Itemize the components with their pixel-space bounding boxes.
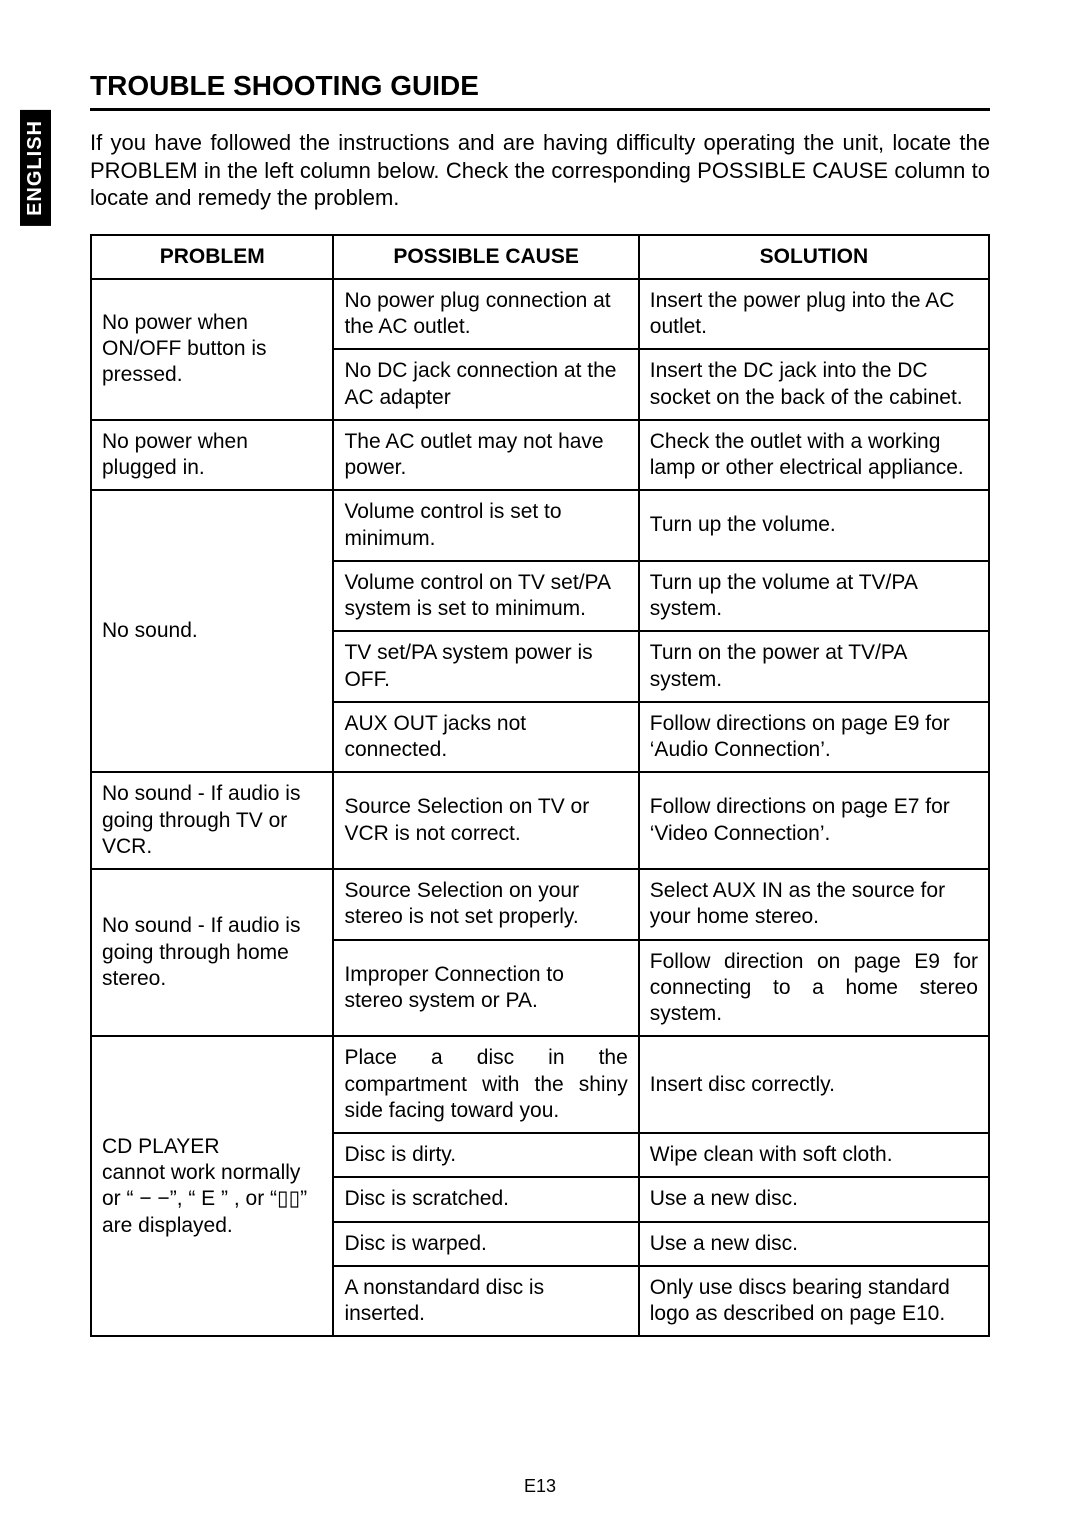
header-cause: POSSIBLE CAUSE	[333, 235, 638, 279]
cell-problem: No sound.	[91, 490, 333, 772]
cell-cause: Disc is dirty.	[333, 1133, 638, 1177]
cell-cause: Improper Connection to stereo system or …	[333, 940, 638, 1037]
cell-cause: Volume control is set to minimum.	[333, 490, 638, 561]
page: ENGLISH TROUBLE SHOOTING GUIDE If you ha…	[0, 0, 1080, 1532]
page-title: TROUBLE SHOOTING GUIDE	[90, 70, 990, 111]
header-solution: SOLUTION	[639, 235, 989, 279]
cell-cause: AUX OUT jacks not connected.	[333, 702, 638, 773]
cell-solution: Wipe clean with soft cloth.	[639, 1133, 989, 1177]
table-row: No sound - If audio is going through TV …	[91, 772, 989, 869]
cell-cause: Volume control on TV set/PA system is se…	[333, 561, 638, 632]
cell-solution: Insert the DC jack into the DC socket on…	[639, 349, 989, 420]
cell-problem: No sound - If audio is going through hom…	[91, 869, 333, 1036]
cell-problem: CD PLAYER cannot work normally or “ − −”…	[91, 1036, 333, 1336]
cell-solution: Use a new disc.	[639, 1177, 989, 1221]
troubleshooting-table: PROBLEM POSSIBLE CAUSE SOLUTION No power…	[90, 234, 990, 1338]
intro-text: If you have followed the instructions an…	[90, 129, 990, 212]
cell-problem: No power when plugged in.	[91, 420, 333, 491]
cell-problem: No power when ON/OFF button is pressed.	[91, 279, 333, 420]
cell-solution: Insert the power plug into the AC outlet…	[639, 279, 989, 350]
cell-cause: No DC jack connection at the AC adapter	[333, 349, 638, 420]
cell-solution: Turn up the volume at TV/PA system.	[639, 561, 989, 632]
cell-cause: Source Selection on TV or VCR is not cor…	[333, 772, 638, 869]
header-problem: PROBLEM	[91, 235, 333, 279]
cell-cause: TV set/PA system power is OFF.	[333, 631, 638, 702]
table-row: CD PLAYER cannot work normally or “ − −”…	[91, 1036, 989, 1133]
cell-cause: The AC outlet may not have power.	[333, 420, 638, 491]
cell-problem: No sound - If audio is going through TV …	[91, 772, 333, 869]
cell-solution: Follow directions on page E9 for ‘Audio …	[639, 702, 989, 773]
cell-solution: Only use discs bearing standard logo as …	[639, 1266, 989, 1337]
cell-solution: Follow directions on page E7 for ‘Video …	[639, 772, 989, 869]
cell-cause: Source Selection on your stereo is not s…	[333, 869, 638, 940]
cell-cause: Place a disc in the compartment with the…	[333, 1036, 638, 1133]
cell-cause: A nonstandard disc is inserted.	[333, 1266, 638, 1337]
cell-solution: Insert disc correctly.	[639, 1036, 989, 1133]
table-row: No sound. Volume control is set to minim…	[91, 490, 989, 561]
cell-cause: Disc is warped.	[333, 1222, 638, 1266]
table-row: No power when plugged in. The AC outlet …	[91, 420, 989, 491]
cell-solution: Check the outlet with a working lamp or …	[639, 420, 989, 491]
cell-solution: Turn on the power at TV/PA system.	[639, 631, 989, 702]
cell-solution: Select AUX IN as the source for your hom…	[639, 869, 989, 940]
table-header-row: PROBLEM POSSIBLE CAUSE SOLUTION	[91, 235, 989, 279]
cell-solution: Use a new disc.	[639, 1222, 989, 1266]
cell-solution: Follow direction on page E9 for connecti…	[639, 940, 989, 1037]
table-row: No power when ON/OFF button is pressed. …	[91, 279, 989, 350]
page-number: E13	[0, 1476, 1080, 1497]
cell-cause: Disc is scratched.	[333, 1177, 638, 1221]
cell-solution: Turn up the volume.	[639, 490, 989, 561]
table-row: No sound - If audio is going through hom…	[91, 869, 989, 940]
cell-cause: No power plug connection at the AC outle…	[333, 279, 638, 350]
language-tab: ENGLISH	[20, 110, 51, 226]
